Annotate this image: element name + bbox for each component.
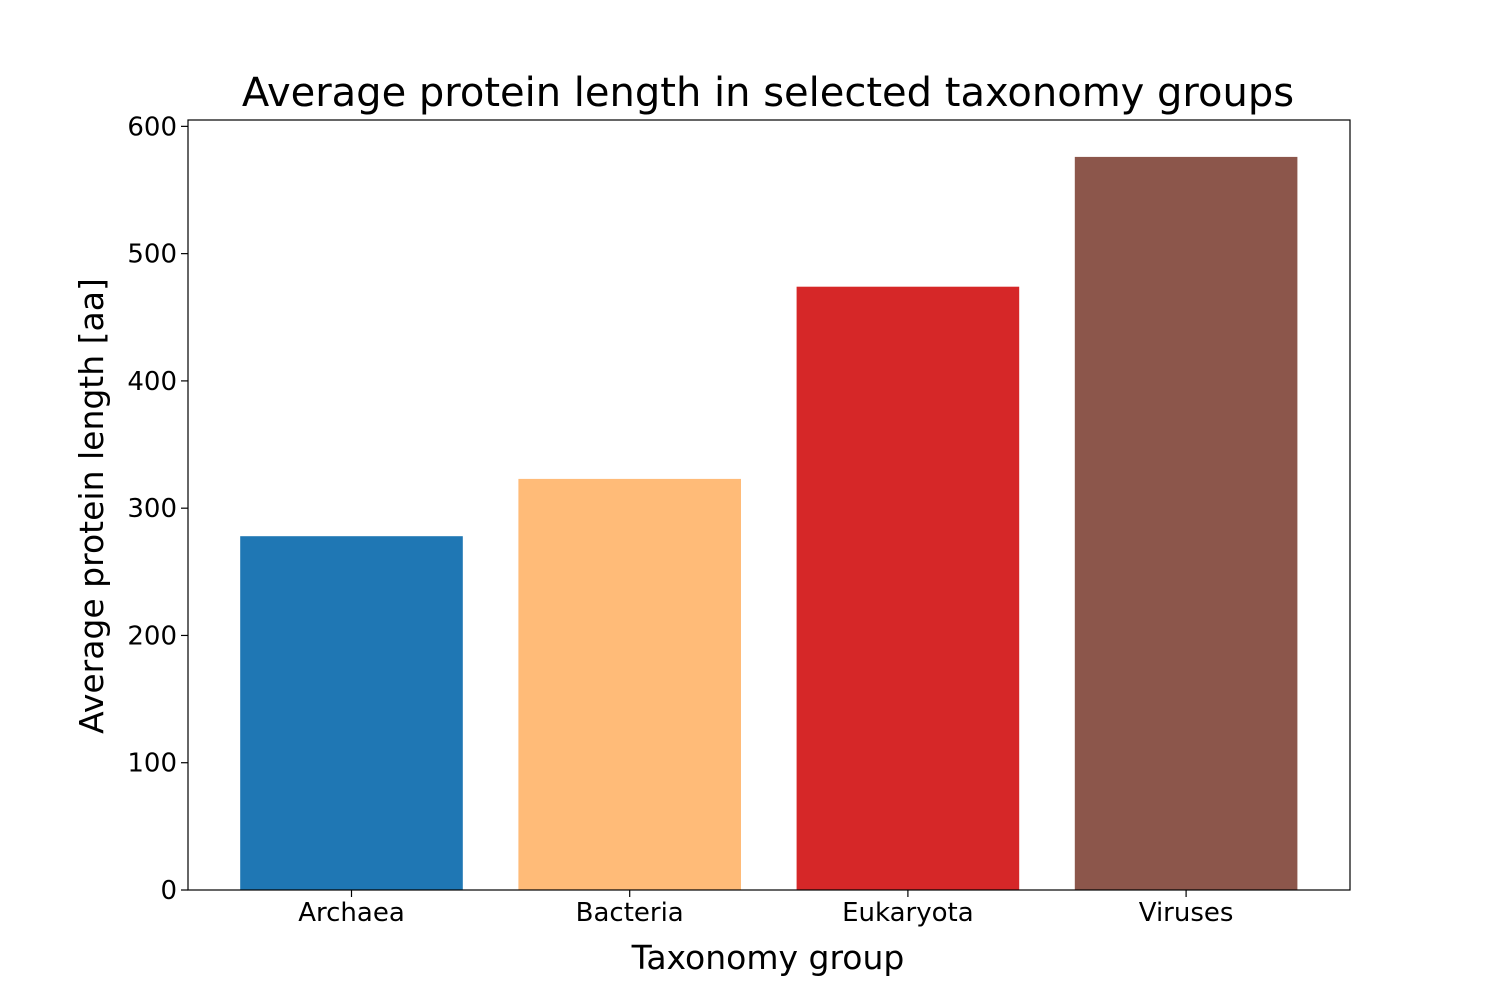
y-axis-label: Average protein length [aa] — [72, 278, 111, 734]
x-tick-label-viruses: Viruses — [1139, 898, 1234, 928]
y-tick-label-600: 600 — [127, 112, 177, 142]
chart-title: Average protein length in selected taxon… — [242, 70, 1294, 116]
bar-bacteria — [518, 478, 741, 890]
y-axis: 0 100 200 300 400 500 600 — [127, 112, 188, 906]
x-tick-label-bacteria: Bacteria — [576, 898, 684, 928]
x-axis: Archaea Bacteria Eukaryota Viruses — [298, 890, 1233, 928]
bar-eukaryota — [796, 286, 1020, 890]
y-tick-label-100: 100 — [127, 749, 177, 779]
bars-group — [240, 156, 1298, 890]
y-tick-label-500: 500 — [127, 240, 177, 270]
y-tick-label-300: 300 — [127, 494, 177, 524]
bar-archaea — [240, 536, 463, 890]
x-axis-label: Taxonomy group — [631, 938, 905, 977]
x-tick-label-archaea: Archaea — [298, 898, 405, 928]
y-tick-label-200: 200 — [127, 621, 177, 651]
plot-frame — [187, 119, 1351, 891]
bar-viruses — [1074, 156, 1298, 890]
y-tick-label-400: 400 — [127, 367, 177, 397]
x-tick-label-eukaryota: Eukaryota — [842, 898, 974, 928]
y-tick-label-0: 0 — [160, 876, 177, 906]
